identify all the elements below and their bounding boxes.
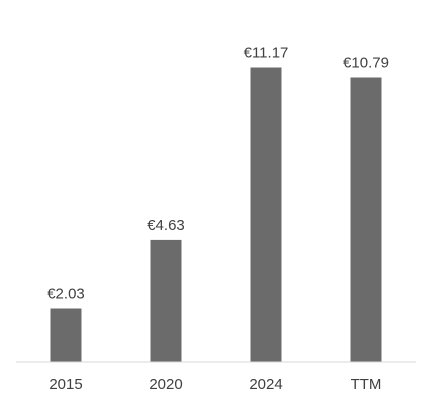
data-labels-group: €2.03 €4.63 €11.17 €10.79 — [47, 45, 389, 303]
x-tick-labels-group: 2015 2020 2024 TTM — [49, 376, 381, 393]
x-tick-label-2015: 2015 — [49, 376, 82, 393]
data-label-2015: €2.03 — [47, 286, 85, 303]
bar-2020 — [150, 239, 182, 362]
data-label-2020: €4.63 — [147, 217, 185, 234]
x-tick-label-ttm: TTM — [351, 376, 382, 393]
bar-ttm — [350, 77, 382, 362]
bar-2015 — [50, 308, 82, 362]
data-label-2024: €11.17 — [244, 45, 289, 62]
data-label-ttm: €10.79 — [343, 55, 389, 72]
x-tick-label-2020: 2020 — [149, 376, 182, 393]
bar-2024 — [250, 67, 282, 362]
x-tick-label-2024: 2024 — [249, 376, 282, 393]
bars-group — [50, 67, 382, 362]
